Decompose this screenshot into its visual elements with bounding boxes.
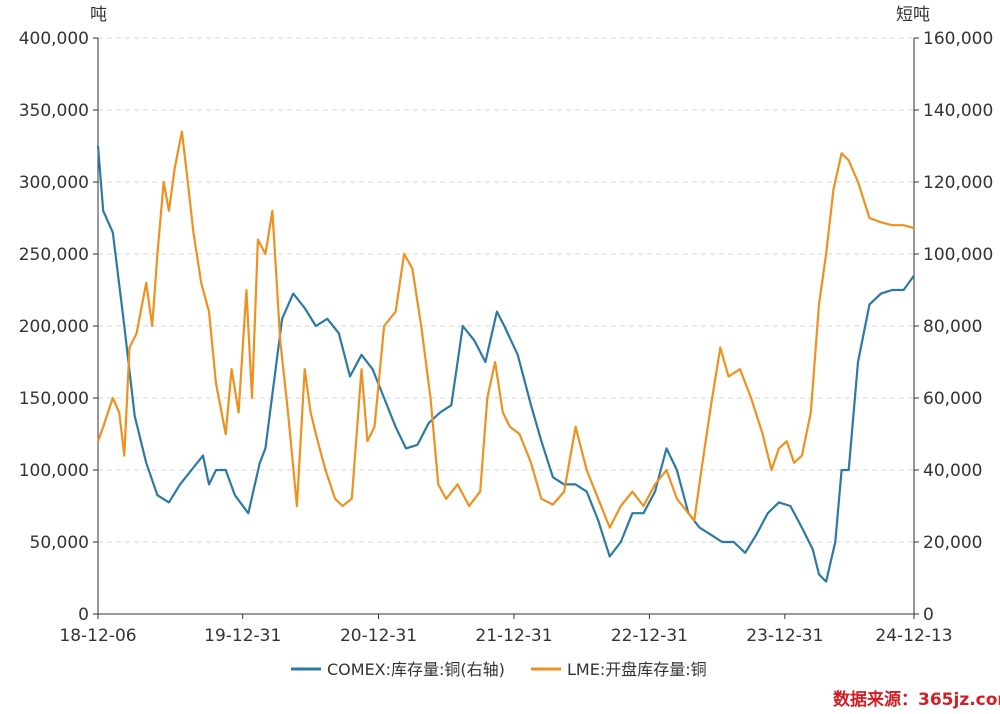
x-tick-label: 22-12-31	[611, 626, 688, 646]
right-tick-label: 100,000	[923, 245, 993, 265]
legend-label-lme: LME:开盘库存量:铜	[567, 660, 707, 679]
right-tick-label: 40,000	[923, 461, 982, 481]
left-tick-label: 150,000	[19, 389, 89, 409]
x-tick-label: 21-12-31	[475, 626, 552, 646]
left-tick-label: 350,000	[19, 101, 89, 121]
left-tick-label: 250,000	[19, 245, 89, 265]
grid-lines	[98, 37, 914, 543]
watermark-text: 数据来源：365jz.com	[833, 689, 1000, 710]
right-tick-label: 60,000	[923, 389, 982, 409]
series-line-lme	[96, 130, 915, 529]
series-line-comex	[96, 145, 915, 583]
left-y-ticks: 0 50,000 100,000 150,000 200,000 250,000 300,0…	[19, 29, 98, 625]
left-tick-label: 50,000	[30, 533, 89, 553]
legend: COMEX:库存量:铜(右轴) LME:开盘库存量:铜	[291, 660, 707, 679]
right-tick-label: 140,000	[923, 101, 993, 121]
x-tick-label: 24-12-13	[875, 626, 952, 646]
left-tick-label: 300,000	[19, 173, 89, 193]
left-axis-unit: 吨	[90, 5, 107, 25]
legend-item-comex[interactable]: COMEX:库存量:铜(右轴)	[291, 660, 505, 679]
left-tick-label: 400,000	[19, 29, 89, 49]
right-tick-label: 20,000	[923, 533, 982, 553]
right-tick-label: 80,000	[923, 317, 982, 337]
x-tick-label: 19-12-31	[204, 626, 281, 646]
legend-item-lme[interactable]: LME:开盘库存量:铜	[531, 660, 707, 679]
x-tick-label: 18-12-06	[59, 626, 136, 646]
x-ticks: 18-12-06 19-12-31 20-12-31 21-12-31 22-12-31…	[59, 614, 953, 646]
legend-label-comex: COMEX:库存量:铜(右轴)	[327, 660, 505, 679]
x-tick-label: 20-12-31	[340, 626, 417, 646]
right-tick-label: 120,000	[923, 173, 993, 193]
x-tick-label: 23-12-31	[746, 626, 823, 646]
right-tick-label: 160,000	[923, 29, 993, 49]
right-y-ticks: 0 20,000 40,000 60,000 80,000 100,000 120,000 1…	[914, 29, 993, 625]
left-tick-label: 100,000	[19, 461, 89, 481]
right-tick-label: 0	[923, 605, 934, 625]
left-tick-label: 200,000	[19, 317, 89, 337]
right-axis-unit: 短吨	[896, 5, 930, 25]
left-tick-label: 0	[78, 605, 89, 625]
series-lines	[96, 130, 915, 583]
